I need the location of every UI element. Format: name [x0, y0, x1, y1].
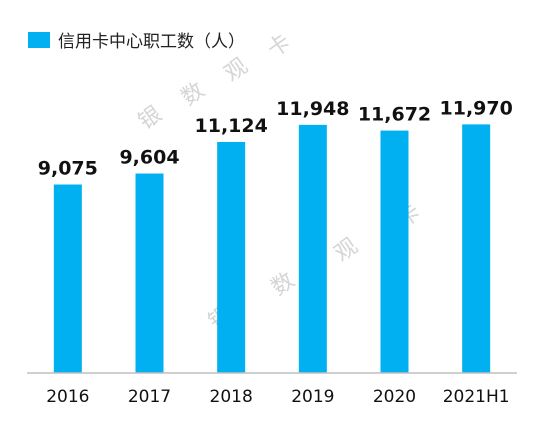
data-label-2019: 11,948: [276, 98, 349, 120]
x-tick-label-2016: 2016: [46, 387, 89, 407]
legend: 信用卡中心职工数（人）: [28, 27, 245, 52]
x-tick-labels-group: 2016 2017 2018 2019 2020 2021H1: [46, 387, 509, 407]
watermark-char: 数: [177, 78, 209, 111]
bar-2016: [53, 184, 82, 373]
watermark-char: 观: [330, 234, 362, 267]
x-tick-label-2021H1: 2021H1: [443, 387, 510, 407]
x-tick-label-2018: 2018: [210, 387, 253, 407]
bar-2017: [135, 173, 164, 373]
bar-2018: [217, 141, 246, 373]
bar-2020: [380, 130, 409, 373]
data-label-2018: 11,124: [195, 115, 268, 137]
data-label-2020: 11,672: [358, 104, 431, 126]
bar-2019: [298, 124, 327, 373]
watermark-char: 数: [267, 268, 299, 301]
x-tick-label-2019: 2019: [291, 387, 334, 407]
x-tick-label-2020: 2020: [373, 387, 416, 407]
bar-2021H1: [462, 124, 491, 374]
data-labels-group: 9,075 9,604 11,124 11,948 11,672 11,970: [38, 97, 513, 179]
watermark-char: 观: [220, 54, 252, 87]
watermark-char: 银: [134, 102, 166, 135]
x-tick-label-2017: 2017: [128, 387, 171, 407]
data-label-2021H1: 11,970: [440, 97, 513, 119]
watermark-char: 卡: [263, 30, 295, 63]
data-label-2017: 9,604: [119, 147, 179, 169]
legend-swatch: [28, 31, 50, 48]
data-label-2016: 9,075: [38, 158, 98, 180]
legend-label: 信用卡中心职工数（人）: [58, 32, 245, 52]
bars-group: [53, 124, 491, 374]
